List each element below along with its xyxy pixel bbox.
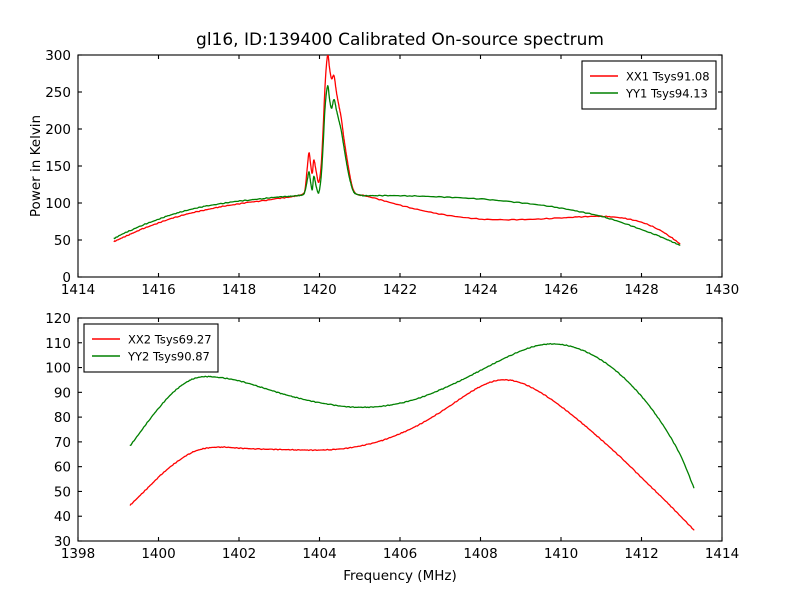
legend-label-bottom-1: YY2 Tsys90.87	[127, 350, 210, 364]
xtick-label-bottom: 1400	[141, 546, 175, 562]
xtick-label-top: 1428	[624, 282, 658, 298]
ytick-label-bottom: 40	[54, 509, 71, 525]
legend-top: XX1 Tsys91.08 YY1 Tsys94.13	[581, 60, 717, 110]
ytick-label-bottom: 110	[45, 336, 71, 352]
ytick-label-bottom: 70	[54, 435, 71, 451]
ytick-label-bottom: 80	[54, 410, 71, 426]
axis-label-x-bottom: Frequency (MHz)	[343, 568, 457, 584]
xtick-label-top: 1414	[61, 282, 95, 298]
xtick-label-top: 1420	[302, 282, 336, 298]
data-layer-bottom	[129, 342, 695, 531]
xtick-label-top: 1422	[383, 282, 417, 298]
ytick-label-bottom: 60	[54, 460, 71, 476]
xtick-label-top: 1430	[705, 282, 739, 298]
series-line-bottom-1	[129, 342, 695, 489]
ytick-label-top: 50	[54, 233, 71, 249]
xtick-label-bottom: 1414	[705, 546, 739, 562]
xtick-label-bottom: 1406	[383, 546, 417, 562]
data-layer-top	[113, 55, 681, 246]
ytick-label-top: 200	[45, 122, 71, 138]
xtick-label-bottom: 1402	[222, 546, 256, 562]
legend-label-bottom-0: XX2 Tsys69.27	[128, 333, 212, 347]
series-line-top-0	[113, 55, 681, 245]
xtick-label-top: 1426	[544, 282, 578, 298]
xtick-label-bottom: 1412	[624, 546, 658, 562]
xtick-label-top: 1418	[222, 282, 256, 298]
ytick-label-top: 250	[45, 85, 71, 101]
ytick-label-top: 0	[62, 270, 71, 286]
axes-bottom: 1398 1400 1402 1404 1406 1408 1410 1412 1414 30 40…	[45, 311, 739, 562]
ytick-label-bottom: 90	[54, 385, 71, 401]
xtick-label-bottom: 1404	[302, 546, 336, 562]
legend-bottom: XX2 Tsys69.27 YY2 Tsys90.87	[83, 323, 219, 373]
axes-top: 1414 1416 1418 1420 1422 1424 1426 1428 1430 0 50 1…	[45, 48, 739, 298]
legend-box-top	[581, 60, 717, 110]
xtick-label-bottom: 1408	[463, 546, 497, 562]
series-line-bottom-0	[129, 378, 695, 531]
ytick-label-top: 300	[45, 48, 71, 64]
legend-box-bottom	[83, 323, 219, 373]
ytick-label-bottom: 30	[54, 534, 71, 550]
xtick-label-bottom: 1398	[61, 546, 95, 562]
page-title: gl16, ID:139400 Calibrated On-source spe…	[196, 30, 604, 50]
ytick-label-bottom: 50	[54, 484, 71, 500]
xtick-label-top: 1416	[141, 282, 175, 298]
ytick-label-top: 100	[45, 196, 71, 212]
xtick-label-top: 1424	[463, 282, 497, 298]
legend-label-top-0: XX1 Tsys91.08	[626, 70, 710, 84]
xtick-label-bottom: 1410	[544, 546, 578, 562]
series-line-top-1	[113, 85, 681, 246]
ytick-label-bottom: 120	[45, 311, 71, 327]
ytick-label-bottom: 100	[45, 361, 71, 377]
ytick-label-top: 150	[45, 159, 71, 175]
legend-label-top-1: YY1 Tsys94.13	[625, 87, 708, 101]
